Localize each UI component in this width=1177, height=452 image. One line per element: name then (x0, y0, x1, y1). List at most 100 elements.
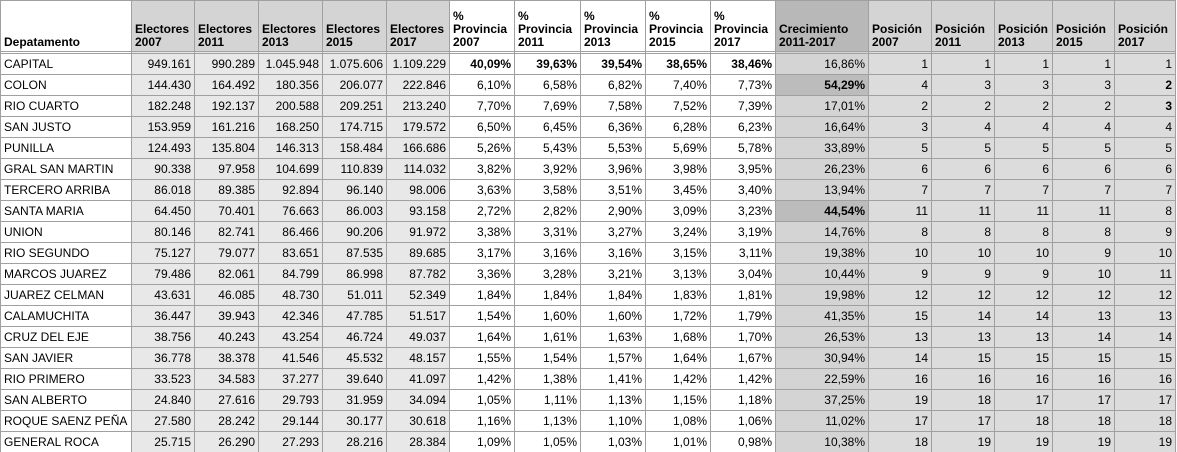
value-cell: 3,19% (710, 221, 776, 243)
department-cell: SAN ALBERTO (0, 389, 132, 411)
value-cell: 1,38% (514, 368, 581, 390)
value-cell: 3,45% (645, 179, 711, 201)
value-cell: 1,42% (710, 368, 776, 390)
value-cell: 3,63% (449, 179, 515, 201)
value-cell: 40.243 (194, 326, 259, 348)
value-cell: 2,72% (449, 200, 515, 222)
value-cell: 13 (868, 326, 932, 348)
value-cell: 3,92% (514, 158, 581, 180)
value-cell: 3 (1052, 74, 1115, 96)
value-cell: 7,73% (710, 74, 776, 96)
value-cell: 10 (994, 242, 1053, 264)
value-cell: 84.799 (258, 263, 323, 285)
value-cell: 98.006 (386, 179, 450, 201)
value-cell: 87.535 (322, 242, 387, 264)
value-cell: 18 (1052, 410, 1115, 432)
value-cell: 1,16% (449, 410, 515, 432)
department-cell: JUAREZ CELMAN (0, 284, 132, 306)
value-cell: 1,61% (514, 326, 581, 348)
value-cell: 24.840 (131, 389, 195, 411)
table-row: COLON 144.430 164.492 180.356 206.077 222.846… (0, 74, 1176, 96)
value-cell: 27.293 (258, 431, 323, 452)
value-cell: 39,63% (514, 53, 581, 75)
table-row: MARCOS JUAREZ 79.486 82.061 84.799 86.998 87.… (0, 263, 1176, 285)
value-cell: 41,35% (775, 305, 869, 327)
value-cell: 200.588 (258, 95, 323, 117)
value-cell: 3,24% (645, 221, 711, 243)
value-cell: 3,17% (449, 242, 515, 264)
value-cell: 51.011 (322, 284, 387, 306)
value-cell: 4 (868, 74, 932, 96)
value-cell: 27.580 (131, 410, 195, 432)
table-row: UNION 80.146 82.741 86.466 90.206 91.972 3,38%… (0, 221, 1176, 243)
value-cell: 3,27% (580, 221, 646, 243)
table-row: SAN ALBERTO 24.840 27.616 29.793 31.959 34.09… (0, 389, 1176, 411)
value-cell: 37,25% (775, 389, 869, 411)
value-cell: 51.517 (386, 305, 450, 327)
value-cell: 3,96% (580, 158, 646, 180)
value-cell: 6,50% (449, 116, 515, 138)
value-cell: 18 (931, 389, 995, 411)
value-cell: 3,16% (514, 242, 581, 264)
value-cell: 30.618 (386, 410, 450, 432)
value-cell: 1,67% (710, 347, 776, 369)
value-cell: 2,90% (580, 200, 646, 222)
value-cell: 17,01% (775, 95, 869, 117)
value-cell: 45.532 (322, 347, 387, 369)
value-cell: 54,29% (775, 74, 869, 96)
value-cell: 1 (1052, 53, 1115, 75)
value-cell: 3,15% (645, 242, 711, 264)
department-cell: UNION (0, 221, 132, 243)
column-header: % Provincia 2007 (449, 0, 515, 52)
value-cell: 49.037 (386, 326, 450, 348)
value-cell: 43.631 (131, 284, 195, 306)
value-cell: 42.346 (258, 305, 323, 327)
value-cell: 7 (1052, 179, 1115, 201)
value-cell: 86.998 (322, 263, 387, 285)
value-cell: 8 (994, 221, 1053, 243)
value-cell: 19 (1114, 431, 1176, 452)
value-cell: 7,40% (645, 74, 711, 96)
value-cell: 14,76% (775, 221, 869, 243)
value-cell: 3,04% (710, 263, 776, 285)
value-cell: 12 (931, 284, 995, 306)
value-cell: 1,41% (580, 368, 646, 390)
value-cell: 36.778 (131, 347, 195, 369)
table-row: SAN JAVIER 36.778 38.378 41.546 45.532 48.157… (0, 347, 1176, 369)
value-cell: 3,31% (514, 221, 581, 243)
column-header: % Provincia 2013 (580, 0, 646, 52)
value-cell: 1 (1114, 53, 1176, 75)
value-cell: 8 (931, 221, 995, 243)
value-cell: 19,38% (775, 242, 869, 264)
value-cell: 4 (1114, 116, 1176, 138)
department-cell: COLON (0, 74, 132, 96)
value-cell: 1,81% (710, 284, 776, 306)
value-cell: 5 (1052, 137, 1115, 159)
value-cell: 79.486 (131, 263, 195, 285)
value-cell: 27.616 (194, 389, 259, 411)
value-cell: 82.741 (194, 221, 259, 243)
value-cell: 14 (868, 347, 932, 369)
department-cell: CRUZ DEL EJE (0, 326, 132, 348)
value-cell: 34.583 (194, 368, 259, 390)
value-cell: 3,16% (580, 242, 646, 264)
value-cell: 43.254 (258, 326, 323, 348)
value-cell: 39,54% (580, 53, 646, 75)
value-cell: 97.958 (194, 158, 259, 180)
value-cell: 213.240 (386, 95, 450, 117)
value-cell: 86.003 (322, 200, 387, 222)
value-cell: 1,60% (580, 305, 646, 327)
value-cell: 10,44% (775, 263, 869, 285)
value-cell: 161.216 (194, 116, 259, 138)
value-cell: 14 (994, 305, 1053, 327)
value-cell: 16,64% (775, 116, 869, 138)
value-cell: 30,94% (775, 347, 869, 369)
value-cell: 3,82% (449, 158, 515, 180)
value-cell: 2 (994, 95, 1053, 117)
value-cell: 11 (1052, 200, 1115, 222)
value-cell: 1,01% (645, 431, 711, 452)
value-cell: 5 (931, 137, 995, 159)
value-cell: 8 (1114, 200, 1176, 222)
header-row: Depatamento Electores 2007 Electores 2011 E… (0, 0, 1176, 52)
value-cell: 17 (994, 389, 1053, 411)
